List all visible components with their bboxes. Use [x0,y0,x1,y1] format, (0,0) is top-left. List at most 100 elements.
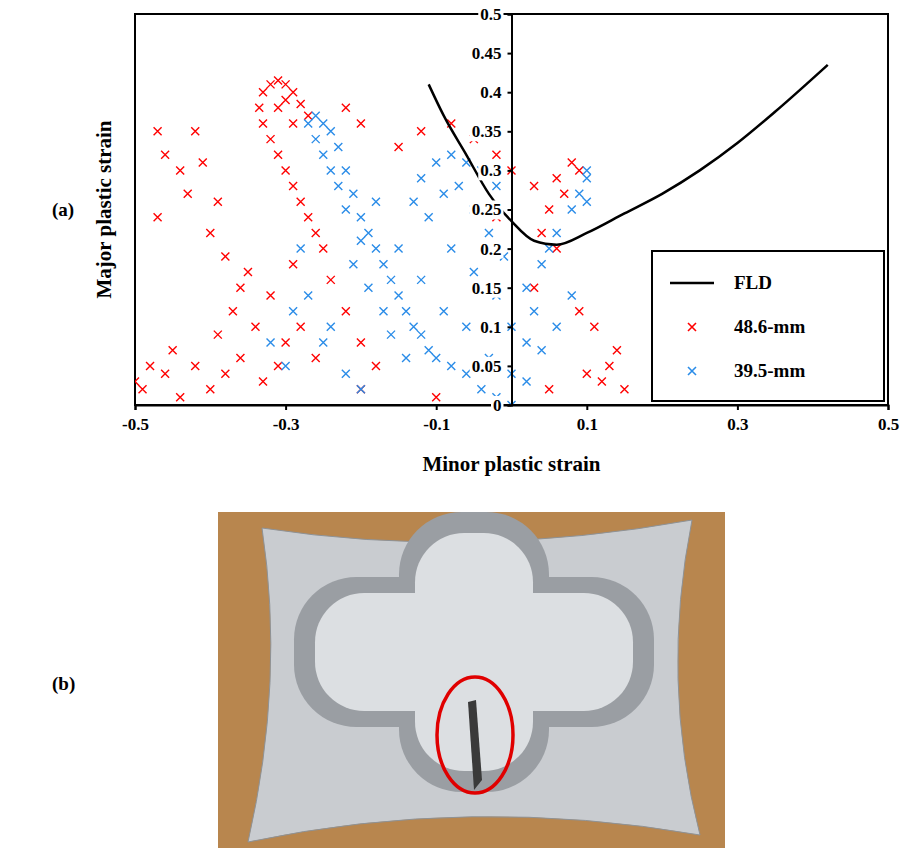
scatter-point [395,292,403,300]
scatter-point [139,385,147,393]
scatter-point [199,159,207,167]
scatter-point [297,245,305,253]
scatter-point [560,190,568,198]
y-tick-mark [508,170,512,172]
scatter-point [447,151,455,159]
scatter-point [410,198,418,206]
scatter-point [297,323,305,331]
scatter-point [304,112,312,120]
scatter-point [357,338,365,346]
y-tick-mark [508,326,512,328]
scatter-point [221,252,229,260]
scatter-point [274,362,282,370]
scatter-point [523,378,531,386]
scatter-point [327,276,335,284]
scatter-point [379,260,387,268]
scatter-point [135,378,139,386]
scatter-point [191,362,199,370]
y-tick-label: 0.5 [480,5,501,24]
label-patch [478,318,503,337]
legend-line [670,282,714,285]
y-tick-label: 0.35 [472,122,502,141]
scatter-point [146,362,154,370]
x-tick: -0.5 [122,405,149,434]
scatter-point [154,127,162,135]
y-tick: 0.35 [470,122,512,141]
scatter-point [395,245,403,253]
scatter-point [289,182,297,190]
scatter-point [289,307,297,315]
scatter-point [267,338,275,346]
x-tick-mark [135,405,137,410]
scatter-point [440,307,448,315]
sheet [248,520,700,842]
x-tick-mark [586,405,588,410]
scatter-point [255,104,263,112]
scatter-point [342,166,350,174]
scatter-point [575,166,583,174]
scatter-point [492,151,500,159]
y-tick: 0 [491,396,512,415]
scatter-point [304,213,312,221]
y-tick-label: 0.25 [472,200,502,219]
y-tick: 0.45 [470,44,512,63]
y-tick-label: 0.05 [472,357,502,376]
scatter-point [447,362,455,370]
y-tick-label: 0.45 [472,44,502,63]
label-patch [470,357,504,376]
scatter-point [417,276,425,284]
scatter-point [327,323,335,331]
scatter-point [477,385,485,393]
y-tick-label: 0.3 [480,161,501,180]
x-tick-mark [285,405,287,410]
photo-panel [218,512,725,848]
scatter-point [470,268,478,276]
x-tick-label: 0.5 [878,415,899,434]
y-axis: 00.050.10.150.20.250.30.350.40.450.5 [470,5,512,415]
scatter-point [236,284,244,292]
scatter-point [304,119,312,127]
scatter-point [379,307,387,315]
scatter-point [229,307,237,315]
cup-wall [399,512,549,792]
scatter-point [568,159,576,167]
y-tick-mark [508,92,512,94]
scatter-point [259,88,267,96]
scatter-point [523,284,531,292]
scatter-point [530,284,538,292]
x-tick: -0.1 [423,405,450,434]
scatter-point [357,213,365,221]
legend: FLD48.6-mm39.5-mm [652,251,884,401]
scatter-point [568,292,576,300]
scatter-point [327,127,335,135]
scatter-point [357,385,365,393]
scatter-point [251,323,259,331]
scatter-point [432,393,440,401]
label-patch [478,83,504,102]
scatter-point [583,166,591,174]
photo-background [218,512,725,848]
scatter-point [342,370,350,378]
scatter-point [575,307,583,315]
scatter-point [553,323,561,331]
label-patch [491,396,504,415]
scatter-point [432,159,440,167]
scatter-point [395,143,403,151]
scatter-point [349,190,357,198]
scatter-point [236,354,244,362]
scatter-point [319,119,327,127]
y-tick-mark [508,248,512,250]
scatter-series [135,76,628,401]
crack [468,700,482,790]
scatter-point [169,346,177,354]
scatter-point [590,323,598,331]
scatter-point [267,135,275,143]
label-patch [470,200,504,219]
scatter-point [259,119,267,127]
y-tick-label: 0.2 [480,240,501,259]
scatter-point [492,182,500,190]
scatter-point [553,174,561,182]
y-tick-label: 0.4 [480,83,502,102]
scatter-point [364,284,372,292]
scatter-point [282,80,290,88]
